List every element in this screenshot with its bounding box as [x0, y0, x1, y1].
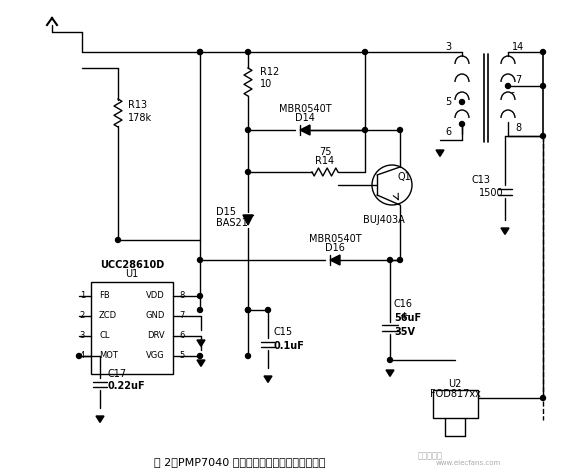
Bar [91, 282, 173, 374]
Text: BUJ403A: BUJ403A [363, 215, 405, 225]
Text: MOT: MOT [99, 351, 118, 360]
Bar [432, 390, 478, 418]
Circle shape [506, 83, 511, 89]
Text: 0.1uF: 0.1uF [274, 341, 305, 351]
Text: U1: U1 [126, 269, 139, 279]
Text: 8: 8 [179, 291, 185, 300]
Polygon shape [501, 228, 509, 234]
Text: DRV: DRV [147, 331, 165, 340]
Text: VDD: VDD [146, 291, 165, 300]
Text: +: + [400, 311, 410, 321]
Text: R12: R12 [260, 67, 279, 77]
Circle shape [245, 307, 250, 313]
Polygon shape [436, 150, 444, 157]
Circle shape [198, 258, 203, 262]
Text: MBR0540T: MBR0540T [279, 104, 331, 114]
Text: C13: C13 [471, 175, 491, 185]
Circle shape [362, 50, 367, 54]
Text: 图 2：PMP7040 原理图展示级联连接的工作情况: 图 2：PMP7040 原理图展示级联连接的工作情况 [154, 457, 326, 467]
Text: UCC28610D: UCC28610D [100, 260, 164, 270]
Text: ZCD: ZCD [99, 311, 117, 320]
Polygon shape [330, 255, 340, 265]
Circle shape [541, 396, 545, 400]
Circle shape [387, 258, 392, 262]
Text: 3: 3 [445, 42, 451, 52]
Text: www.elecfans.com: www.elecfans.com [436, 460, 500, 466]
Circle shape [387, 357, 392, 363]
Text: 3: 3 [80, 331, 85, 340]
Circle shape [362, 128, 367, 132]
Text: D15: D15 [216, 207, 236, 217]
Circle shape [198, 354, 203, 358]
Text: FB: FB [99, 291, 110, 300]
Text: D16: D16 [325, 243, 345, 253]
Circle shape [198, 307, 203, 313]
Circle shape [198, 294, 203, 298]
Text: C15: C15 [274, 327, 293, 337]
Text: 6: 6 [179, 331, 185, 340]
Polygon shape [243, 215, 253, 225]
Text: 35V: 35V [394, 327, 415, 337]
Text: GND: GND [145, 311, 165, 320]
Text: C17: C17 [108, 369, 127, 379]
Text: C16: C16 [394, 299, 413, 309]
Circle shape [245, 169, 250, 175]
Text: FOD817xx: FOD817xx [429, 389, 481, 399]
Text: 电子发烧友: 电子发烧友 [417, 452, 442, 460]
Circle shape [245, 307, 250, 313]
Text: 56uF: 56uF [394, 313, 421, 323]
Text: R13: R13 [128, 100, 147, 110]
Circle shape [541, 83, 545, 89]
Circle shape [198, 50, 203, 54]
Circle shape [541, 133, 545, 139]
Circle shape [115, 238, 120, 242]
Polygon shape [300, 125, 310, 135]
Polygon shape [386, 370, 394, 377]
Text: 0.22uF: 0.22uF [108, 381, 145, 391]
Polygon shape [96, 416, 104, 422]
Text: CL: CL [99, 331, 110, 340]
Polygon shape [197, 340, 205, 347]
Circle shape [460, 121, 465, 127]
Circle shape [245, 354, 250, 358]
Text: 2: 2 [80, 311, 85, 320]
Circle shape [460, 99, 465, 105]
Text: 5: 5 [179, 351, 184, 360]
Text: D14: D14 [295, 113, 315, 123]
Text: 7: 7 [515, 75, 521, 85]
Text: 7: 7 [179, 311, 185, 320]
Text: R14: R14 [315, 156, 335, 166]
Circle shape [265, 307, 270, 313]
Circle shape [77, 354, 81, 358]
Circle shape [245, 128, 250, 132]
Circle shape [398, 258, 403, 262]
Text: 6: 6 [445, 127, 451, 137]
Text: U2: U2 [448, 379, 462, 389]
Text: 178k: 178k [128, 113, 152, 123]
Text: MBR0540T: MBR0540T [308, 234, 361, 244]
Text: 1500: 1500 [479, 188, 503, 198]
Text: -: - [510, 87, 514, 97]
Text: Q1: Q1 [397, 172, 411, 182]
Text: 75: 75 [319, 147, 331, 157]
Text: 4: 4 [80, 351, 85, 360]
Polygon shape [264, 376, 272, 382]
Text: BAS21: BAS21 [216, 218, 248, 228]
Circle shape [398, 128, 403, 132]
Text: 1: 1 [80, 291, 85, 300]
Text: 8: 8 [515, 123, 521, 133]
Circle shape [198, 50, 203, 54]
Text: VGG: VGG [146, 351, 165, 360]
Text: 14: 14 [512, 42, 524, 52]
Text: 5: 5 [445, 97, 451, 107]
Text: 10: 10 [260, 79, 272, 89]
Polygon shape [197, 360, 205, 367]
Circle shape [245, 50, 250, 54]
Circle shape [541, 50, 545, 54]
